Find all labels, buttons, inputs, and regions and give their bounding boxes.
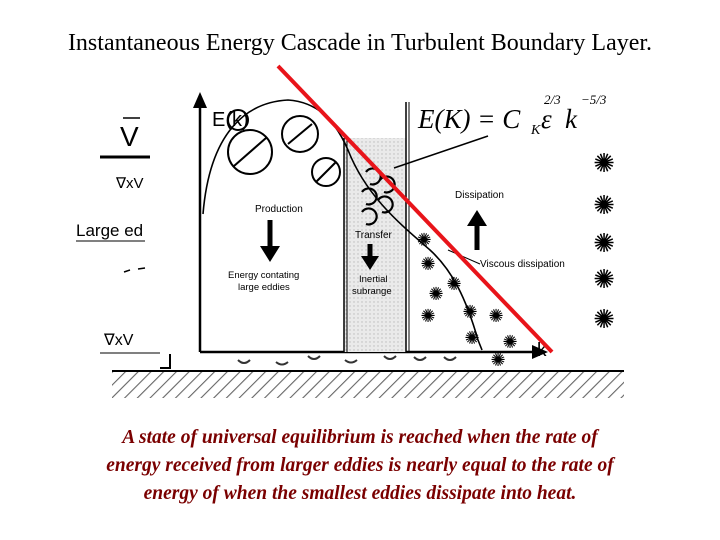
small-eddy-9: ✺ bbox=[502, 332, 517, 353]
near-wall-eddy-row bbox=[237, 355, 457, 366]
equation-pointer bbox=[393, 135, 489, 169]
small-eddy-8: ✺ bbox=[464, 328, 479, 349]
inertial-band-fill bbox=[344, 138, 406, 352]
large-eddy-3 bbox=[311, 157, 341, 187]
energy-containing-label-1: Energy contating bbox=[228, 270, 299, 281]
large-eddy-1 bbox=[227, 129, 273, 175]
small-eddy-10: ✺ bbox=[490, 350, 505, 371]
transfer-eddy-3 bbox=[361, 187, 378, 206]
energy-spectrum-curve bbox=[202, 99, 483, 351]
slide-title: Instantaneous Energy Cascade in Turbulen… bbox=[67, 30, 653, 56]
caption-line-1: A state of universal equilibrium is reac… bbox=[122, 427, 598, 448]
large-eddies bbox=[227, 109, 341, 187]
dash-fragment-2 bbox=[137, 267, 146, 270]
large-eddy-2 bbox=[281, 115, 319, 153]
wall-tick bbox=[160, 354, 171, 369]
region-labels: Production Energy contating large eddies… bbox=[228, 190, 565, 297]
left-fragments: V ∇xV Large ed ∇xV bbox=[76, 117, 160, 354]
caption-line-3: energy of when the smallest eddies dissi… bbox=[143, 483, 577, 504]
vector-v-label: V bbox=[120, 121, 139, 152]
large-eddies-fragment: Large ed bbox=[76, 221, 143, 240]
small-eddy-6: ✺ bbox=[420, 306, 435, 327]
small-eddy-3: ✺ bbox=[446, 274, 461, 295]
equation-k: k bbox=[565, 104, 578, 134]
caption-line-2: energy received from larger eddies is ne… bbox=[106, 455, 614, 476]
energy-containing-label-2: large eddies bbox=[238, 282, 290, 293]
viscous-dissipation-pointer bbox=[447, 249, 481, 265]
kolmogorov-slope-line bbox=[276, 64, 554, 354]
right-eddy-1: ✺ bbox=[593, 149, 615, 179]
ground-wall bbox=[112, 354, 624, 398]
right-eddy-4: ✺ bbox=[593, 265, 615, 295]
inertial-subrange-band bbox=[343, 102, 410, 352]
equation-main: E(K) = C bbox=[417, 104, 521, 134]
dissipation-arrowhead bbox=[467, 210, 487, 226]
equation-sub-k: K bbox=[530, 123, 541, 138]
transfer-arrowhead bbox=[361, 256, 379, 270]
small-eddy-7: ✺ bbox=[488, 306, 503, 327]
equation-epsilon: ε bbox=[541, 104, 552, 134]
right-eddy-5: ✺ bbox=[593, 305, 615, 335]
x-axis-label: k bbox=[537, 340, 547, 361]
transfer-label: Transfer bbox=[355, 230, 393, 241]
small-eddy-partial bbox=[227, 109, 249, 131]
kolmogorov-equation: E(K) = C K ε 2/3 k −5/3 bbox=[393, 92, 607, 169]
right-eddy-2: ✺ bbox=[593, 191, 615, 221]
right-eddy-3: ✺ bbox=[593, 229, 615, 259]
eddy-3-diameter bbox=[315, 161, 337, 183]
production-label: Production bbox=[255, 204, 303, 215]
small-eddy-1: ✺ bbox=[416, 230, 431, 251]
eddy-1-diameter bbox=[233, 137, 267, 167]
transfer-eddy-5 bbox=[361, 207, 378, 226]
y-axis-label: E(k) bbox=[212, 109, 249, 131]
inertial-label-2: subrange bbox=[352, 286, 392, 297]
wall-hatch bbox=[112, 372, 624, 398]
equation-k-exponent: −5/3 bbox=[581, 92, 607, 107]
y-axis-arrowhead bbox=[193, 92, 207, 108]
dash-fragment-1 bbox=[123, 269, 131, 273]
dissipation-label: Dissipation bbox=[455, 190, 504, 201]
x-axis-arrowhead bbox=[532, 345, 548, 359]
small-eddy-5: ✺ bbox=[462, 302, 477, 323]
inertial-label-1: Inertial bbox=[359, 274, 388, 285]
equation-eps-exponent: 2/3 bbox=[544, 92, 561, 107]
dissipation-eddies: ✺ ✺ ✺ ✺ ✺ ✺ ✺ ✺ ✺ ✺ bbox=[416, 230, 517, 371]
production-arrowhead bbox=[260, 246, 280, 262]
curl-v-top-label: ∇xV bbox=[115, 175, 144, 192]
curl-v-bottom-label: ∇xV bbox=[103, 332, 134, 349]
caption: A state of universal equilibrium is reac… bbox=[20, 424, 700, 508]
small-eddy-4: ✺ bbox=[428, 284, 443, 305]
viscous-dissipation-label: Viscous dissipation bbox=[480, 259, 565, 270]
transfer-eddy-4 bbox=[377, 195, 394, 214]
right-eddy-column: ✺ ✺ ✺ ✺ ✺ bbox=[593, 149, 615, 335]
eddy-2-diameter bbox=[287, 123, 313, 145]
small-eddy-2: ✺ bbox=[420, 254, 435, 275]
